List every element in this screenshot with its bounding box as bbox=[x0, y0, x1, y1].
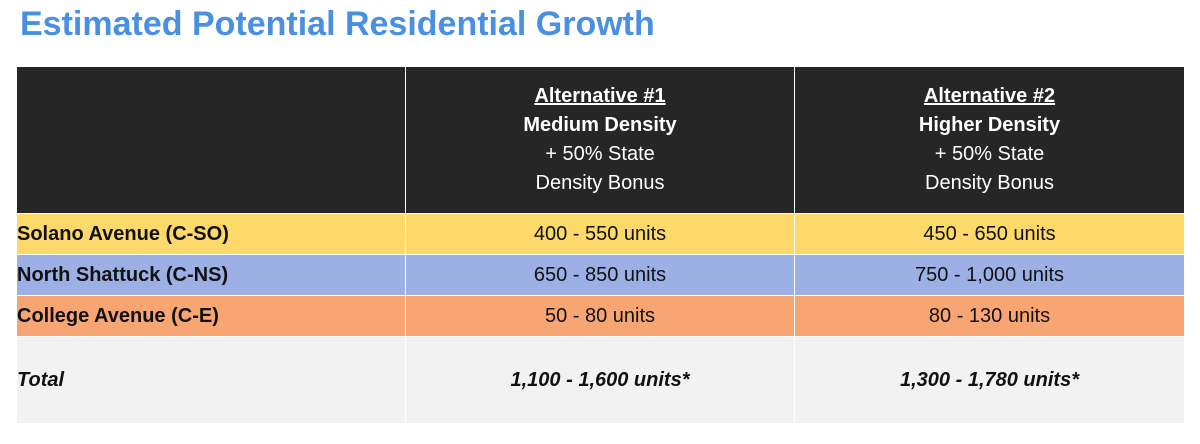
alternative-2-value: 450 - 650 units bbox=[794, 213, 1185, 255]
zone-name: North Shattuck (C-NS) bbox=[16, 254, 406, 296]
header-alternative-1: Alternative #1 Medium Density + 50% Stat… bbox=[405, 66, 795, 214]
alternative-1-value: 400 - 550 units bbox=[405, 213, 795, 255]
total-label: Total bbox=[16, 336, 406, 424]
header-row: Alternative #1 Medium Density + 50% Stat… bbox=[16, 66, 1185, 214]
alternative-1-density: Medium Density bbox=[523, 114, 677, 136]
alternative-1-bonus-line-2: Density Bonus bbox=[535, 172, 665, 194]
alternative-1-value: 50 - 80 units bbox=[405, 295, 795, 337]
table-body: Solano Avenue (C-SO) 400 - 550 units 450… bbox=[16, 213, 1185, 424]
total-alternative-2-value: 1,300 - 1,780 units* bbox=[794, 336, 1185, 424]
zone-name: Solano Avenue (C-SO) bbox=[16, 213, 406, 255]
header-alternative-2: Alternative #2 Higher Density + 50% Stat… bbox=[794, 66, 1185, 214]
alternative-1-bonus-line-1: + 50% State bbox=[545, 143, 655, 165]
table-row-total: Total 1,100 - 1,600 units* 1,300 - 1,780… bbox=[16, 336, 1185, 424]
table-row-college-avenue: College Avenue (C-E) 50 - 80 units 80 - … bbox=[16, 295, 1185, 337]
header-empty-cell bbox=[16, 66, 406, 214]
alternative-2-heading: Alternative #2 bbox=[923, 85, 1056, 107]
table-row-north-shattuck: North Shattuck (C-NS) 650 - 850 units 75… bbox=[16, 254, 1185, 296]
alternative-2-value: 750 - 1,000 units bbox=[794, 254, 1185, 296]
alternative-2-density: Higher Density bbox=[918, 114, 1061, 136]
total-alternative-1-value: 1,100 - 1,600 units* bbox=[405, 336, 795, 424]
growth-table: Alternative #1 Medium Density + 50% Stat… bbox=[16, 66, 1185, 424]
alternative-2-bonus-line-2: Density Bonus bbox=[925, 172, 1054, 194]
zone-name: College Avenue (C-E) bbox=[16, 295, 406, 337]
table-header: Alternative #1 Medium Density + 50% Stat… bbox=[16, 66, 1185, 214]
alternative-2-bonus-line-1: + 50% State bbox=[934, 143, 1045, 165]
alternative-2-value: 80 - 130 units bbox=[794, 295, 1185, 337]
table-row-solano-avenue: Solano Avenue (C-SO) 400 - 550 units 450… bbox=[16, 213, 1185, 255]
page-title: Estimated Potential Residential Growth bbox=[20, 5, 655, 43]
alternative-1-value: 650 - 850 units bbox=[405, 254, 795, 296]
alternative-1-heading: Alternative #1 bbox=[534, 85, 666, 107]
